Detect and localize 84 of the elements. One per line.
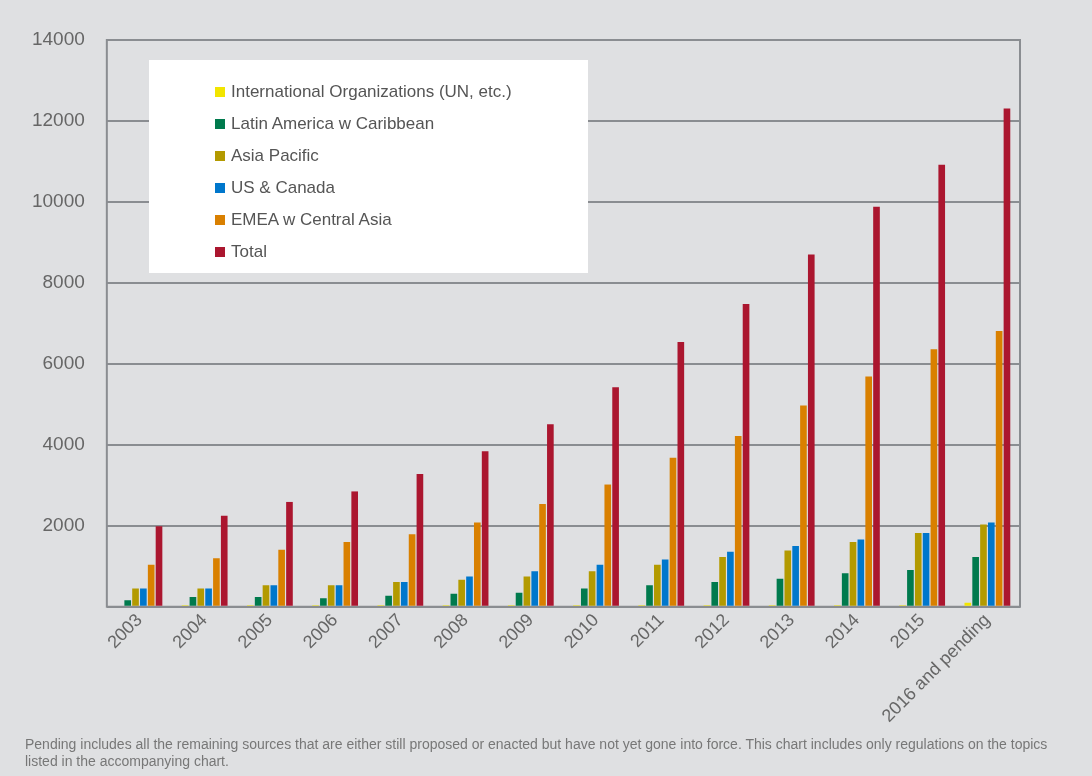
bar — [416, 474, 424, 606]
bar — [800, 405, 807, 606]
bar — [351, 491, 359, 606]
bar — [776, 578, 784, 606]
bar — [327, 585, 335, 606]
bar — [914, 533, 922, 606]
bar — [646, 585, 653, 606]
bar — [604, 484, 612, 606]
bar — [669, 457, 677, 606]
y-tick-label: 2000 — [42, 514, 85, 536]
bar — [742, 303, 750, 606]
bar — [189, 597, 197, 606]
bar — [596, 564, 604, 606]
bar — [205, 588, 212, 606]
bar — [734, 435, 742, 606]
bar — [995, 331, 1003, 606]
bar — [661, 559, 669, 606]
bar — [539, 503, 546, 606]
text: Pending includes all the remaining sources that are either still proposed or enacted but have not yet gone into force. This chart includes only regulations on the topics listed in the accompanying chart. — [25, 736, 1049, 770]
bar — [907, 569, 914, 606]
bar — [343, 542, 351, 606]
bar — [841, 573, 849, 606]
bar — [792, 546, 799, 606]
bar — [254, 597, 262, 606]
bar — [980, 524, 987, 606]
y-tick-label: 6000 — [42, 352, 85, 374]
bar — [531, 571, 539, 606]
y-tick-label: 4000 — [42, 433, 85, 455]
bar — [857, 539, 865, 606]
bar — [1003, 108, 1011, 606]
legend-label: International Organizations (UN, etc.) — [231, 82, 512, 102]
y-tick-label: 10000 — [31, 190, 85, 212]
bar — [547, 424, 554, 606]
bar — [930, 349, 938, 606]
legend-label: Total — [231, 242, 267, 262]
bar — [335, 585, 343, 606]
bar — [320, 598, 327, 606]
bar — [385, 595, 392, 606]
bar — [784, 550, 792, 606]
bar — [964, 602, 972, 606]
bar — [677, 342, 685, 606]
bar — [523, 576, 531, 606]
bar — [393, 582, 400, 606]
bar — [220, 515, 228, 606]
bar — [873, 206, 880, 606]
bar — [580, 588, 588, 606]
y-tick-label: 8000 — [42, 271, 85, 293]
bar — [654, 564, 661, 606]
bar — [987, 522, 995, 606]
bar — [938, 164, 946, 606]
bar — [140, 588, 147, 606]
bar — [865, 376, 872, 606]
bar — [124, 600, 132, 606]
bar — [458, 579, 465, 606]
legend-label: US & Canada — [231, 178, 335, 198]
legend-label: Latin America w Caribbean — [231, 114, 435, 134]
bar — [132, 588, 139, 606]
bar — [278, 549, 285, 606]
bar — [588, 571, 596, 606]
y-tick-label: 14000 — [31, 28, 85, 50]
bar — [473, 522, 481, 606]
y-tick-label: 12000 — [31, 109, 85, 131]
bar — [270, 585, 278, 606]
bar — [849, 542, 857, 606]
bar — [262, 585, 270, 606]
bar — [711, 582, 719, 606]
bar — [466, 576, 473, 606]
bar — [400, 582, 408, 606]
bar — [612, 387, 619, 606]
legend-label: EMEA w Central Asia — [231, 210, 392, 230]
bar — [197, 588, 205, 606]
bar — [922, 533, 930, 606]
bar — [286, 501, 293, 606]
bar — [807, 254, 815, 606]
legend-label: Asia Pacific — [231, 146, 319, 166]
bar — [155, 526, 163, 606]
bar — [481, 451, 489, 606]
bar — [408, 534, 416, 606]
bar — [450, 593, 458, 606]
bar — [727, 551, 734, 606]
bar — [147, 564, 155, 606]
bar — [719, 557, 726, 606]
bar — [213, 558, 220, 606]
bar — [972, 557, 979, 606]
